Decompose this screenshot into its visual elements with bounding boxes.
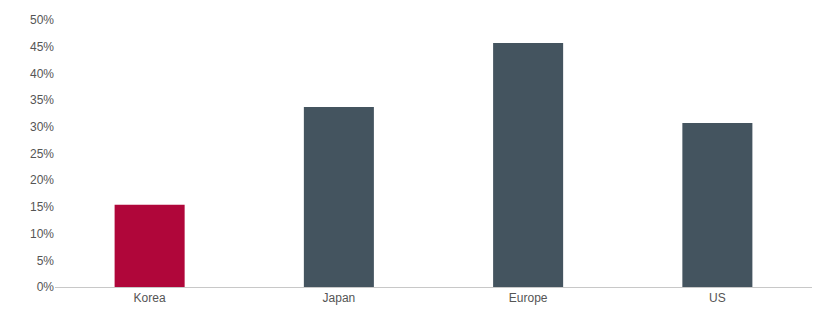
svg-text:10%: 10% bbox=[30, 227, 54, 241]
svg-text:35%: 35% bbox=[30, 93, 54, 107]
svg-text:15%: 15% bbox=[30, 200, 54, 214]
svg-text:5%: 5% bbox=[37, 253, 55, 267]
svg-text:30%: 30% bbox=[30, 120, 54, 134]
svg-text:20%: 20% bbox=[30, 173, 54, 187]
svg-text:Europe: Europe bbox=[509, 291, 548, 305]
svg-text:40%: 40% bbox=[30, 67, 54, 81]
svg-text:45%: 45% bbox=[30, 40, 54, 54]
svg-text:Korea: Korea bbox=[134, 291, 166, 305]
svg-text:US: US bbox=[709, 291, 726, 305]
svg-text:50%: 50% bbox=[30, 13, 54, 27]
svg-text:25%: 25% bbox=[30, 147, 54, 161]
svg-text:0%: 0% bbox=[37, 280, 55, 294]
svg-text:Japan: Japan bbox=[323, 291, 356, 305]
